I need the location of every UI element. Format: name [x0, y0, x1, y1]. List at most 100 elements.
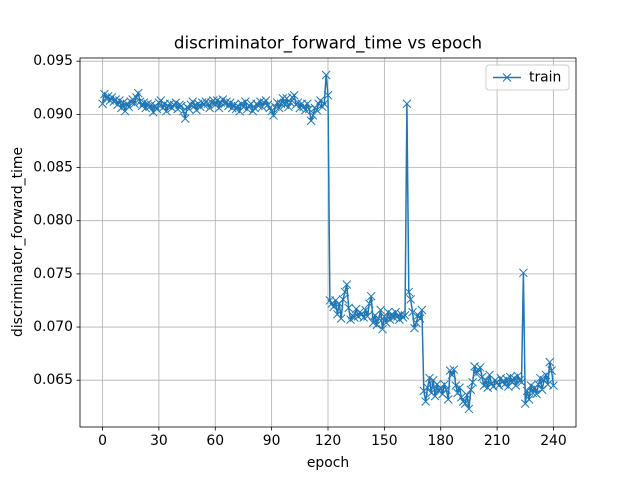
marker: [184, 104, 194, 114]
y-tick-label: 0.065: [33, 372, 73, 388]
marker: [180, 114, 190, 123]
marker: [306, 116, 316, 126]
marker: [430, 391, 440, 401]
y-tick-label: 0.080: [33, 213, 73, 229]
marker: [449, 365, 459, 374]
marker: [177, 101, 186, 111]
marker: [532, 389, 541, 399]
y-tick-label: 0.090: [33, 106, 73, 122]
marker: [400, 310, 410, 320]
marker: [321, 70, 331, 80]
marker: [261, 96, 271, 105]
marker: [312, 105, 322, 115]
marker: [274, 103, 284, 113]
marker: [130, 99, 139, 109]
marker: [408, 307, 417, 317]
marker: [447, 370, 457, 380]
marker: [513, 371, 523, 381]
marker: [162, 106, 171, 116]
marker: [549, 381, 558, 390]
marker: [517, 377, 526, 387]
marker: [329, 302, 338, 312]
x-tick-label: 210: [484, 433, 511, 449]
marker: [366, 291, 376, 301]
marker: [308, 111, 318, 120]
x-axis-label: epoch: [307, 455, 349, 471]
y-tick-label: 0.085: [33, 160, 73, 176]
marker: [402, 99, 412, 109]
marker: [547, 366, 556, 375]
marker: [410, 323, 419, 333]
marker: [391, 307, 400, 317]
marker: [344, 303, 354, 313]
x-tick-label: 0: [98, 433, 107, 449]
marker: [205, 103, 214, 113]
marker: [363, 312, 372, 321]
marker: [481, 375, 491, 385]
marker: [462, 390, 472, 400]
marker: [319, 99, 329, 109]
marker: [257, 102, 267, 112]
marker: [188, 97, 198, 106]
marker: [404, 287, 414, 297]
x-tick-label: 30: [150, 433, 168, 449]
marker: [364, 299, 374, 308]
marker: [472, 369, 481, 379]
marker: [378, 324, 387, 334]
marker: [278, 94, 288, 103]
marker: [286, 98, 295, 108]
plot-frame: [79, 57, 577, 428]
legend-label: train: [529, 70, 561, 86]
marker: [443, 394, 453, 404]
marker: [475, 363, 485, 372]
marker: [524, 394, 534, 404]
marker: [376, 305, 385, 315]
x-tick-label: 60: [206, 433, 224, 449]
marker: [214, 103, 224, 113]
marker: [289, 90, 299, 100]
marker: [442, 385, 451, 395]
marker: [323, 90, 333, 100]
marker: [361, 305, 370, 315]
marker: [342, 280, 352, 289]
y-tick-label: 0.070: [33, 319, 73, 335]
marker: [460, 399, 470, 408]
marker: [374, 314, 384, 323]
marker: [336, 314, 346, 323]
marker: [269, 111, 278, 120]
marker: [522, 386, 532, 396]
marker: [534, 380, 543, 389]
marker: [340, 287, 350, 297]
marker: [304, 104, 314, 114]
marker: [421, 397, 431, 406]
y-axis-label: discriminator_forward_time: [10, 147, 26, 337]
marker: [455, 383, 464, 393]
marker: [152, 104, 162, 114]
marker: [284, 102, 293, 112]
marker: [457, 392, 466, 402]
marker: [302, 99, 312, 109]
marker: [468, 377, 478, 387]
marker: [440, 380, 449, 389]
marker: [466, 385, 476, 395]
legend-marker: [502, 73, 512, 82]
marker: [545, 357, 555, 367]
marker: [406, 295, 416, 304]
marker: [209, 96, 218, 105]
marker: [372, 320, 382, 330]
x-tick-label: 90: [263, 433, 281, 449]
marker: [338, 295, 348, 304]
marker: [415, 314, 425, 323]
marker: [541, 370, 551, 380]
marker: [519, 268, 528, 278]
marker: [464, 404, 474, 414]
marker: [543, 380, 553, 389]
x-tick-label: 150: [371, 433, 398, 449]
x-tick-label: 120: [315, 433, 342, 449]
marker: [133, 88, 143, 98]
marker: [423, 383, 432, 393]
x-tick-label: 240: [540, 433, 567, 449]
y-tick-label: 0.075: [33, 266, 73, 282]
marker: [98, 99, 107, 109]
